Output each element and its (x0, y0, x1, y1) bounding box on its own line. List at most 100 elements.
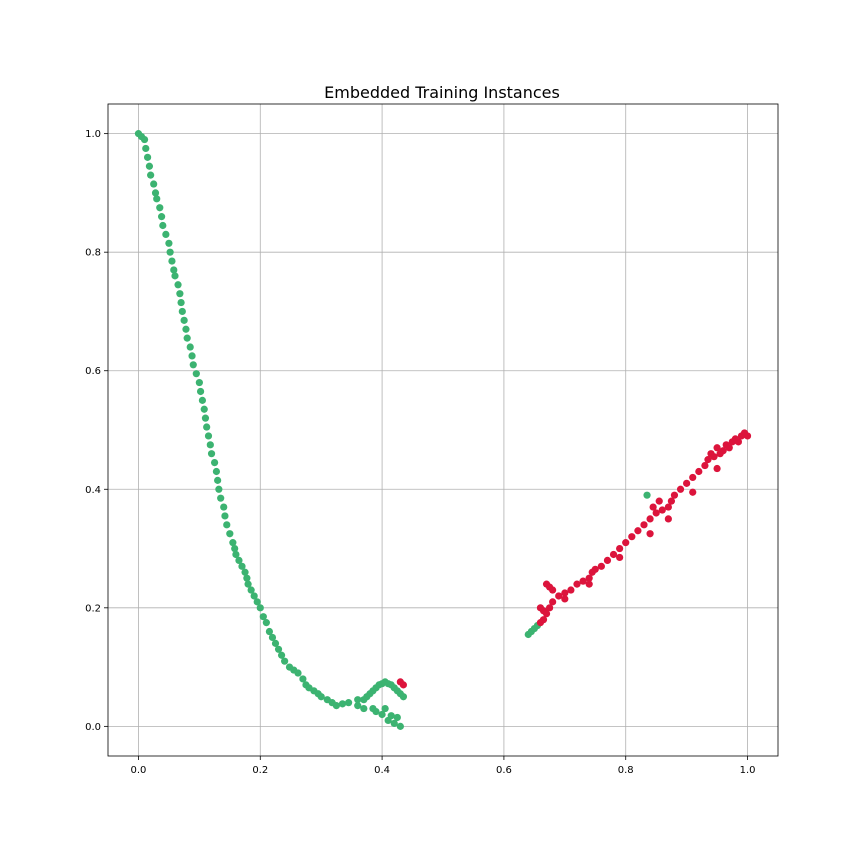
scatter-point (226, 530, 234, 538)
scatter-point (390, 719, 398, 728)
x-tick-label: 1.0 (740, 765, 756, 776)
scatter-point (168, 257, 176, 265)
y-tick-label: 0.8 (85, 248, 101, 259)
scatter-point (701, 461, 709, 470)
scatter-point (664, 515, 672, 523)
scatter-point (142, 144, 150, 153)
scatter-point (567, 586, 575, 594)
scatter-point (713, 444, 721, 452)
scatter-point (573, 580, 581, 588)
y-tick-label: 1.0 (85, 129, 101, 140)
scatter-point (396, 722, 404, 730)
scatter-point (545, 604, 554, 612)
scatter-point (274, 645, 283, 653)
scatter-point (156, 204, 164, 212)
scatter-point (549, 598, 557, 606)
scatter-point (166, 248, 174, 256)
grid (108, 104, 778, 756)
y-tick-label: 0.4 (85, 485, 101, 496)
scatter-point (186, 343, 194, 351)
x-tick-label: 0.4 (374, 765, 390, 776)
scatter-point (232, 550, 240, 559)
scatter-point (640, 521, 648, 529)
scatter-point (140, 135, 149, 144)
scatter-point (250, 592, 258, 600)
scatter-point (609, 550, 618, 559)
scatter-point (231, 544, 239, 553)
scatter-point (354, 696, 362, 704)
scatter-point (229, 539, 237, 547)
scatter-point (174, 281, 182, 289)
scatter-point (145, 162, 154, 170)
x-tick-label: 0.6 (496, 765, 512, 776)
scatter-point (683, 479, 691, 487)
scatter-point (203, 423, 211, 431)
axis-ticks: 0.0 0.2 0.4 0.6 0.8 1.0 0.0 0.2 0.4 0.6 0.8 1.0 (85, 129, 755, 776)
scatter-point (170, 266, 178, 274)
scatter-point (204, 432, 213, 440)
scatter-point (597, 562, 605, 570)
scatter-point (689, 488, 697, 496)
scatter-point (206, 441, 214, 449)
scatter-point (616, 553, 624, 562)
scatter-point (150, 180, 158, 188)
scatter-point (165, 239, 173, 247)
scatter-point (664, 503, 672, 511)
scatter-point (338, 700, 347, 708)
scatter-point (555, 592, 563, 600)
scatter-point (549, 586, 557, 594)
scatter-point (695, 467, 703, 476)
scatter-point (649, 503, 657, 511)
scatter-point (393, 713, 401, 722)
scatter-point (147, 171, 155, 179)
scatter-point (189, 361, 197, 369)
scatter-point (652, 509, 660, 517)
scatter-point (151, 189, 160, 197)
scatter-point (220, 503, 228, 511)
scatter-point (658, 506, 666, 514)
scatter-point (646, 515, 654, 523)
scatter-point (207, 450, 216, 458)
scatter-point (210, 459, 219, 467)
scatter-point (561, 595, 569, 603)
x-tick-label: 0.0 (131, 765, 147, 776)
scatter-point (585, 574, 593, 582)
scatter-point (646, 530, 654, 538)
y-tick-label: 0.2 (85, 603, 101, 614)
scatter-point (200, 405, 208, 413)
scatter-point (243, 574, 251, 582)
scatter-point (634, 527, 642, 535)
scatter-point (177, 298, 185, 307)
scatter-point (182, 325, 190, 333)
scatter-point (215, 485, 223, 493)
scatter-point (591, 565, 599, 573)
scatter-point (387, 712, 395, 720)
scatter-point (259, 613, 267, 621)
scatter-point (299, 675, 307, 683)
scatter-point (539, 616, 548, 624)
scatter-point (247, 586, 255, 594)
points-layer (134, 130, 752, 730)
scatter-point (188, 352, 196, 360)
scatter-point (221, 512, 229, 520)
scatter-point (214, 476, 222, 484)
scatter-point (655, 497, 663, 505)
scatter-point (217, 494, 225, 502)
plot-frame (107, 103, 779, 757)
scatter-point (241, 568, 249, 576)
scatter-point (195, 378, 203, 387)
scatter-point (198, 396, 207, 404)
scatter-point (212, 467, 221, 476)
y-tick-label: 0.0 (85, 722, 101, 733)
scatter-point (244, 580, 252, 588)
scatter-point (262, 619, 270, 627)
scatter-point (628, 533, 636, 541)
scatter-point (180, 316, 188, 324)
scatter-point (256, 604, 264, 612)
scatter-point (399, 681, 408, 689)
scatter-point (670, 491, 679, 499)
scatter-point (719, 447, 727, 455)
scatter-point (178, 307, 186, 316)
